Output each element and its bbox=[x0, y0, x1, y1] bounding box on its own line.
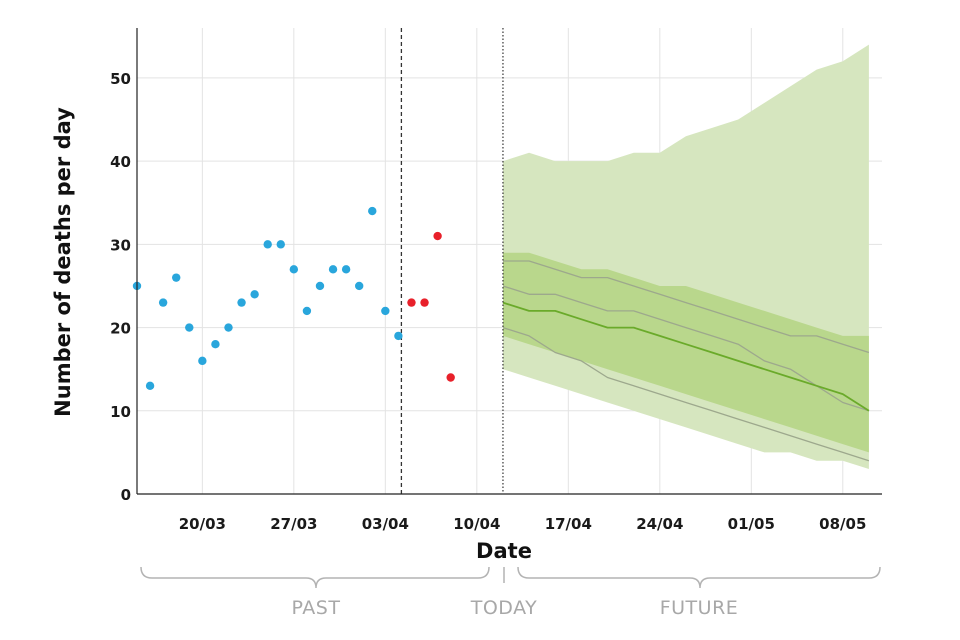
x-axis-title: Date bbox=[476, 539, 532, 563]
period-annotations: PAST TODAY FUTURE bbox=[140, 566, 881, 619]
y-tick-label: 50 bbox=[110, 70, 131, 88]
future-label: FUTURE bbox=[660, 597, 739, 619]
x-tick-label: 27/03 bbox=[270, 515, 317, 533]
x-tick-label: 17/04 bbox=[545, 515, 592, 533]
past-bracket bbox=[140, 566, 490, 589]
observed-point bbox=[302, 306, 312, 316]
x-tick-label: 24/04 bbox=[636, 515, 683, 533]
observed-point bbox=[211, 340, 220, 349]
observed-point bbox=[368, 206, 377, 216]
y-tick-label: 30 bbox=[110, 236, 131, 254]
observed-point bbox=[224, 323, 233, 332]
recent-point bbox=[433, 231, 442, 241]
recent-point bbox=[407, 298, 416, 307]
observed-point bbox=[341, 265, 351, 274]
observed-point bbox=[145, 381, 155, 391]
x-tick-label: 08/05 bbox=[819, 515, 866, 533]
observed-point bbox=[354, 281, 364, 291]
observed-point bbox=[158, 298, 168, 307]
observed-point bbox=[198, 356, 207, 366]
observed-point bbox=[276, 240, 285, 249]
observed-point bbox=[289, 265, 299, 274]
tick-labels: 0 10 20 30 40 50 20/03 27/03 03/04 10/04 17/04 24/0… bbox=[110, 70, 866, 533]
data-points bbox=[132, 206, 455, 391]
past-label: PAST bbox=[292, 597, 341, 619]
observed-point bbox=[394, 331, 403, 341]
y-axis-title: Number of deaths per day bbox=[51, 107, 75, 417]
forecast-sample-line bbox=[503, 260, 870, 354]
today-label: TODAY bbox=[470, 597, 538, 619]
forecast-sample-line bbox=[502, 285, 870, 412]
forecast-inner-band bbox=[503, 252, 869, 453]
forecast-median-line bbox=[502, 301, 870, 412]
observed-point bbox=[263, 240, 272, 249]
observed-point bbox=[172, 273, 181, 282]
y-tick-label: 0 bbox=[121, 486, 131, 504]
observed-point bbox=[237, 298, 246, 307]
x-tick-label: 20/03 bbox=[179, 515, 226, 533]
x-tick-label: 01/05 bbox=[728, 515, 775, 533]
recent-point bbox=[420, 298, 429, 307]
x-tick-label: 10/04 bbox=[453, 515, 500, 533]
axes bbox=[136, 28, 882, 495]
observed-point bbox=[250, 290, 259, 299]
forecast-sample-line bbox=[502, 326, 870, 462]
observed-point bbox=[381, 306, 390, 316]
y-tick-label: 20 bbox=[110, 320, 131, 338]
observed-point bbox=[315, 281, 325, 291]
forecast-lines bbox=[502, 260, 870, 462]
y-tick-label: 40 bbox=[110, 153, 131, 171]
recent-point bbox=[446, 373, 455, 382]
observed-point bbox=[328, 265, 338, 274]
reference-lines bbox=[400, 28, 504, 494]
forecast-bands bbox=[503, 44, 869, 469]
observed-point bbox=[185, 323, 194, 332]
future-bracket bbox=[517, 566, 881, 589]
y-tick-label: 10 bbox=[110, 403, 131, 421]
x-tick-label: 03/04 bbox=[362, 515, 409, 533]
